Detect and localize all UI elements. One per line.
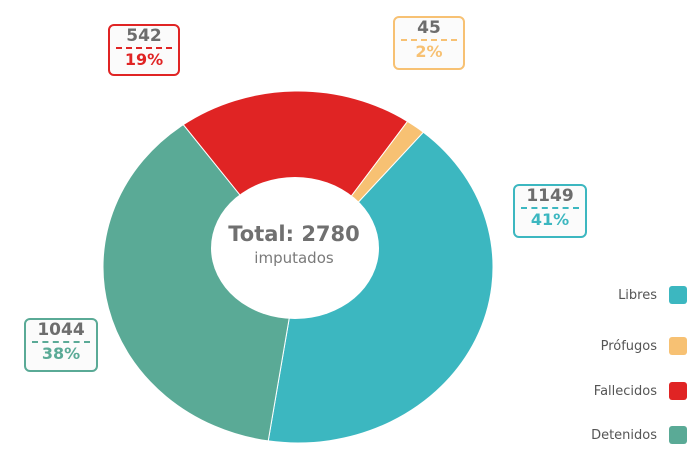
callout-profugos: 45 2% <box>393 16 465 70</box>
profugos-percent: 2% <box>415 42 443 61</box>
fallecidos-count: 542 <box>126 26 162 46</box>
fallecidos-percent: 19% <box>124 50 164 69</box>
legend-swatch <box>669 286 687 304</box>
legend-label: Prófugos <box>600 339 657 354</box>
center-hole <box>211 177 379 319</box>
libres-percent: 41% <box>530 210 570 229</box>
legend-label: Libres <box>618 288 657 303</box>
profugos-count: 45 <box>417 18 441 38</box>
legend-swatch <box>669 337 687 355</box>
callout-divider <box>32 341 90 343</box>
legend-item-libres: Libres <box>560 286 695 306</box>
legend-label: Fallecidos <box>593 384 657 399</box>
callout-divider <box>116 47 172 49</box>
legend-swatch <box>669 382 687 400</box>
total-label: Total: 2780 <box>228 222 360 246</box>
detenidos-percent: 38% <box>41 344 81 363</box>
legend-label: Detenidos <box>591 428 657 443</box>
slice-detenidos <box>102 123 299 442</box>
callout-libres: 1149 41% <box>513 184 587 238</box>
slice-libres <box>267 131 494 444</box>
detenidos-count: 1044 <box>37 320 85 340</box>
legend-item-detenidos: Detenidos <box>560 426 695 446</box>
callout-divider <box>521 207 579 209</box>
center-label: Total: 2780 imputados <box>214 222 374 267</box>
total-unit-label: imputados <box>254 249 334 267</box>
libres-count: 1149 <box>526 186 574 206</box>
legend-item-profugos: Prófugos <box>560 337 695 357</box>
legend-item-fallecidos: Fallecidos <box>560 382 695 402</box>
callout-fallecidos: 542 19% <box>108 24 180 76</box>
legend-swatch <box>669 426 687 444</box>
callout-divider <box>401 39 457 41</box>
callout-detenidos: 1044 38% <box>24 318 98 372</box>
